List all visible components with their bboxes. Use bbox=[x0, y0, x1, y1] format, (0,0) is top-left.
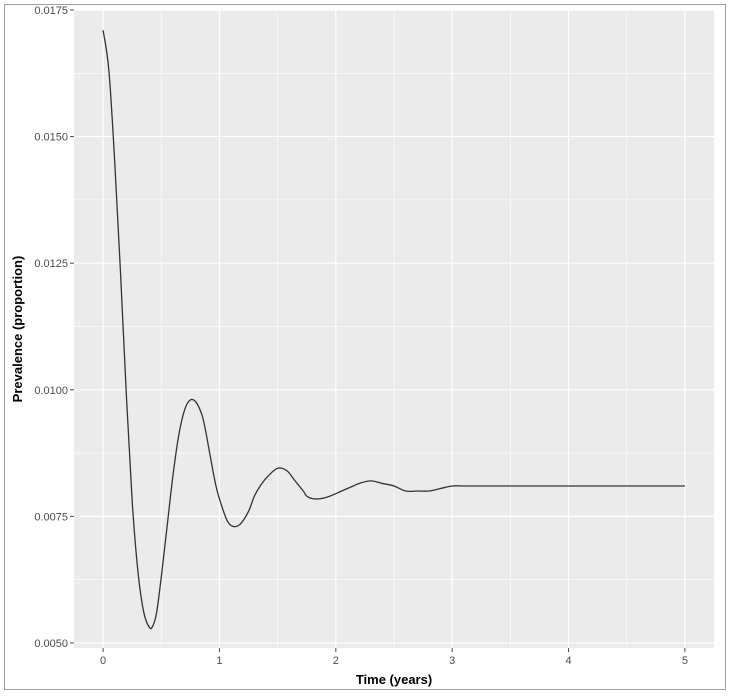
y-tick-label: 0.0075 bbox=[34, 511, 68, 523]
x-tick-label: 0 bbox=[100, 655, 106, 667]
prevalence-line bbox=[102, 30, 685, 630]
x-axis: 0 1 2 3 4 5 bbox=[100, 648, 688, 667]
x-tick-label: 3 bbox=[449, 655, 455, 667]
x-tick-label: 4 bbox=[565, 655, 571, 667]
y-tick-label: 0.0150 bbox=[34, 132, 68, 144]
y-axis-title: Prevalence (proportion) bbox=[10, 256, 25, 403]
y-tick-label: 0.0050 bbox=[34, 638, 68, 650]
y-tick-label: 0.0125 bbox=[34, 258, 68, 270]
x-tick-label: 5 bbox=[682, 655, 688, 667]
major-gridlines bbox=[74, 9, 714, 648]
y-axis: 0.0050 0.0075 0.0100 0.0125 0.0150 0.0175 bbox=[34, 5, 74, 650]
x-tick-label: 1 bbox=[216, 655, 222, 667]
x-axis-title: Time (years) bbox=[356, 672, 432, 687]
y-tick-label: 0.0100 bbox=[34, 385, 68, 397]
y-tick-label: 0.0175 bbox=[34, 5, 68, 17]
minor-gridlines bbox=[74, 10, 714, 648]
x-tick-label: 2 bbox=[333, 655, 339, 667]
